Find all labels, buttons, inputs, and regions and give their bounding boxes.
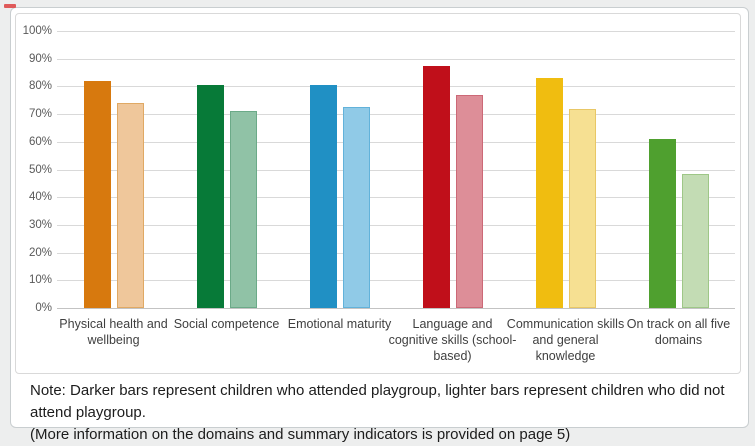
x-axis-category-label: Language and cognitive skills (school-ba… — [388, 317, 517, 363]
bar-did-not-attend-playgroup — [342, 107, 370, 308]
bar-attended-playgroup — [535, 78, 563, 308]
y-axis-tick-label: 100% — [22, 25, 52, 37]
gridline — [57, 141, 735, 143]
chart-note: Note: Darker bars represent children who… — [30, 380, 740, 446]
gridline — [57, 169, 735, 171]
bar-did-not-attend-playgroup — [229, 111, 257, 308]
gridline — [57, 280, 735, 282]
bar-attended-playgroup — [196, 85, 224, 308]
bar-did-not-attend-playgroup — [681, 173, 709, 308]
bar-did-not-attend-playgroup — [116, 103, 144, 308]
gridline — [57, 224, 735, 226]
gridline — [57, 308, 735, 309]
bar-attended-playgroup — [83, 80, 111, 308]
gridline — [57, 252, 735, 254]
y-axis-tick-label: 10% — [28, 274, 52, 287]
document-panel: 0% 10% 20% 30% 40% 50% 60% 70% 80% 90% 100% Physica… — [10, 7, 749, 443]
gridline — [57, 58, 735, 60]
bar-attended-playgroup — [648, 139, 676, 308]
x-axis-category-label: Emotional maturity — [287, 317, 392, 331]
y-axis-tick-label: 0% — [35, 302, 52, 314]
y-axis-tick-label: 20% — [28, 246, 52, 259]
gridline — [57, 197, 735, 199]
gridline — [57, 31, 735, 32]
bar-chart: 0% 10% 20% 30% 40% 50% 60% 70% 80% 90% 100% Physica… — [15, 13, 741, 374]
y-axis-tick-label: 50% — [28, 163, 52, 176]
x-axis-category-label: On track on all five domains — [626, 317, 731, 347]
y-axis-tick-label: 40% — [28, 191, 52, 204]
bar-did-not-attend-playgroup — [455, 94, 483, 308]
x-axis-category-label: Physical health and wellbeing — [59, 317, 168, 347]
red-mark — [4, 4, 16, 8]
bar-attended-playgroup — [309, 85, 337, 308]
note-line-2: (More information on the domains and sum… — [30, 426, 571, 443]
gridline — [57, 86, 735, 88]
y-axis-tick-label: 30% — [28, 218, 52, 231]
gridline — [57, 114, 735, 116]
y-axis-tick-label: 60% — [28, 135, 52, 148]
y-axis-tick-label: 90% — [28, 52, 52, 65]
x-axis-category-label: Social competence — [173, 317, 280, 331]
bar-attended-playgroup — [422, 65, 450, 308]
y-axis-tick-label: 80% — [28, 80, 52, 93]
y-axis-tick-label: 70% — [28, 108, 52, 121]
x-axis-category-label: Communication skills and general knowled… — [506, 317, 625, 363]
bar-did-not-attend-playgroup — [568, 108, 596, 308]
note-line-1: Note: Darker bars represent children who… — [30, 382, 725, 421]
